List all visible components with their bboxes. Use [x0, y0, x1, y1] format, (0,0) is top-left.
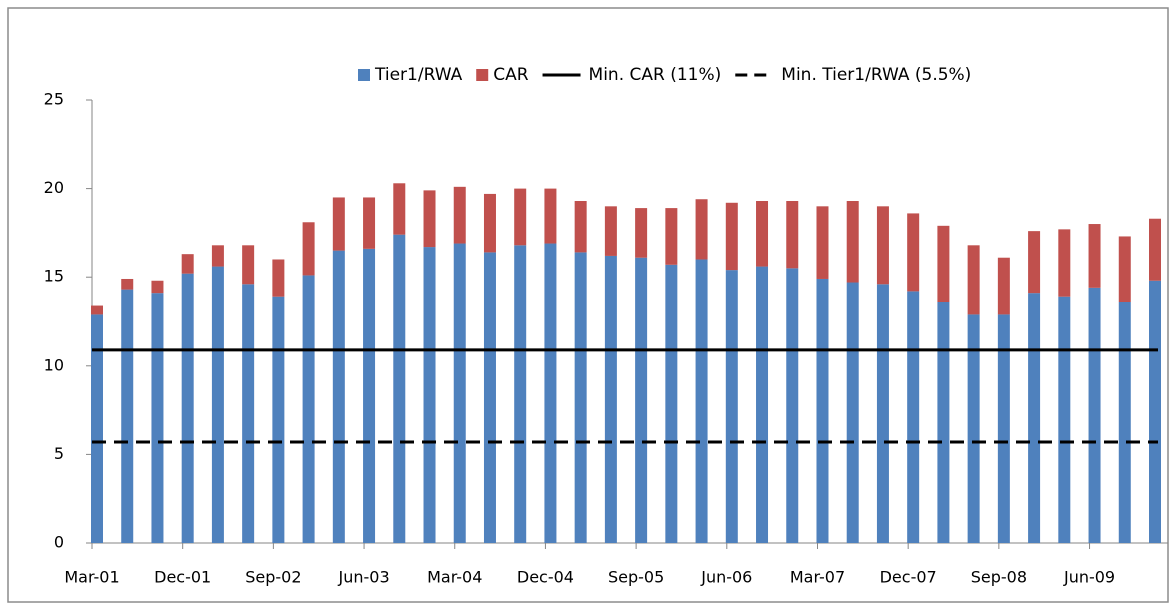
- bar-segment: [876, 284, 889, 543]
- bar-segment: [514, 245, 527, 543]
- bar-segment: [453, 243, 466, 544]
- bar-segment: [272, 259, 285, 297]
- bar-segment: [1028, 231, 1041, 294]
- bar-segment: [756, 201, 769, 267]
- bar-segment: [302, 222, 315, 276]
- bar-segment: [332, 197, 345, 251]
- bar-segment: [574, 201, 587, 253]
- bar-segment: [967, 314, 980, 543]
- bar-segment: [211, 245, 224, 267]
- x-tick-label: Jun-09: [1063, 568, 1115, 587]
- x-tick-label: Sep-08: [971, 568, 1027, 587]
- legend-swatch: [358, 69, 370, 81]
- bar-segment: [181, 254, 194, 274]
- bar-segment: [1149, 218, 1161, 281]
- x-tick-label: Dec-07: [880, 568, 937, 587]
- y-tick-label: 5: [54, 444, 64, 463]
- legend-label: Min. Tier1/RWA (5.5%): [781, 65, 971, 85]
- bar-segment: [363, 248, 376, 543]
- bar-segment: [1118, 302, 1131, 543]
- legend-swatch: [476, 69, 489, 81]
- bar-segment: [997, 257, 1010, 315]
- x-tick-label: Dec-04: [517, 568, 574, 587]
- bar-segment: [635, 208, 648, 258]
- bar-segment: [393, 234, 406, 543]
- y-tick-label: 15: [44, 267, 64, 286]
- y-tick-label: 10: [44, 355, 64, 374]
- bar-segment: [786, 268, 799, 543]
- bar-segment: [756, 266, 769, 543]
- y-tick-label: 25: [44, 90, 64, 109]
- bar-segment: [181, 273, 194, 543]
- bar-segment: [242, 245, 255, 285]
- bar-segment: [151, 293, 164, 543]
- bar-segment: [423, 247, 436, 544]
- bar-segment: [725, 270, 738, 543]
- bar-segment: [393, 183, 406, 235]
- x-tick-label: Mar-01: [64, 568, 119, 587]
- bar-segment: [1058, 229, 1071, 297]
- legend-label: Tier1/RWA: [374, 65, 463, 85]
- bar-segment: [121, 289, 134, 543]
- x-tick-label: Mar-04: [427, 568, 482, 587]
- bar-segment: [1088, 224, 1101, 288]
- bar-segment: [846, 282, 859, 543]
- legend: Tier1/RWA CAR Min. CAR (11%) Min. Tier1/RWA…: [358, 65, 971, 85]
- bar-segment: [483, 252, 496, 543]
- bar-segment: [937, 225, 950, 303]
- bar-segment: [907, 291, 920, 543]
- bar-segment: [1149, 280, 1161, 543]
- legend-label: Min. CAR (11%): [589, 65, 722, 85]
- x-tick-label: Sep-05: [608, 568, 664, 587]
- bar-segment: [997, 314, 1010, 543]
- x-tick-label: Jun-06: [700, 568, 752, 587]
- bar-segment: [211, 266, 224, 543]
- bar-segment: [483, 193, 496, 253]
- bar-segment: [695, 199, 708, 260]
- x-tick-label: Sep-02: [245, 568, 301, 587]
- bar-segment: [846, 201, 859, 283]
- bar-segment: [242, 284, 255, 543]
- x-tick-label: Dec-01: [154, 568, 211, 587]
- bar-segment: [1058, 296, 1071, 543]
- bar-segment: [876, 206, 889, 285]
- bar-segment: [302, 275, 315, 543]
- bar-segment: [967, 245, 980, 315]
- bar-segment: [423, 190, 436, 248]
- bar-segment: [665, 208, 678, 265]
- bar-segment: [332, 250, 345, 543]
- bar-segment: [1088, 287, 1101, 543]
- bar-segment: [635, 257, 648, 543]
- x-tick-label: Jun-03: [337, 568, 389, 587]
- bar-segment: [1118, 236, 1131, 303]
- x-tick-label: Mar-07: [790, 568, 845, 587]
- y-tick-label: 0: [54, 533, 64, 552]
- bar-segment: [665, 264, 678, 543]
- bar-segment: [363, 197, 376, 249]
- bar-segment: [907, 213, 920, 292]
- bar-segment: [816, 278, 829, 543]
- bar-segment: [574, 252, 587, 543]
- bar-segment: [786, 201, 799, 269]
- y-tick-label: 20: [44, 178, 64, 197]
- bar-segment: [91, 314, 103, 543]
- bar-segment: [725, 202, 738, 271]
- bar-segment: [604, 206, 617, 256]
- bar-segment: [544, 188, 557, 244]
- bar-segment: [514, 188, 527, 246]
- bar-segment: [816, 206, 829, 279]
- bar-segment: [1028, 293, 1041, 543]
- bar-segment: [121, 278, 134, 290]
- bar-segment: [272, 296, 285, 543]
- bar-segment: [544, 243, 557, 544]
- bar-segment: [695, 259, 708, 543]
- bar-segment: [604, 255, 617, 543]
- legend-label: CAR: [493, 65, 528, 85]
- bar-segment: [937, 302, 950, 543]
- bar-segment: [91, 305, 103, 315]
- bar-segment: [151, 280, 164, 294]
- bar-segment: [453, 186, 466, 244]
